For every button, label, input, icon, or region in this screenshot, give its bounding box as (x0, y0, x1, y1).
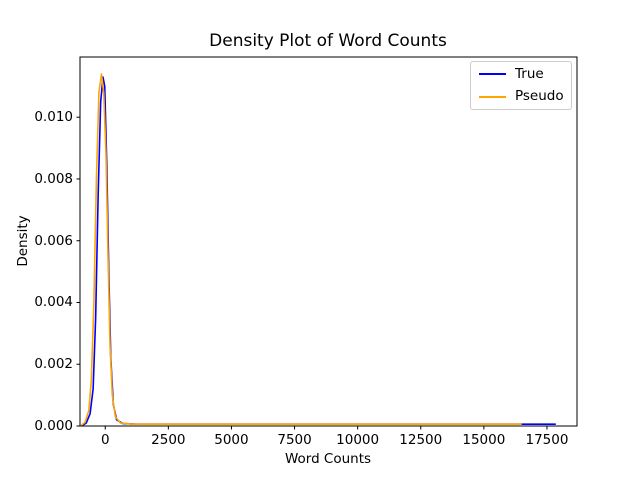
chart-title: Density Plot of Word Counts (209, 31, 447, 51)
x-tick-label: 15000 (462, 432, 506, 448)
x-tick-label: 12500 (399, 432, 443, 448)
pseudo-line-swatch (479, 95, 506, 98)
axes-frame (79, 56, 578, 427)
x-tick-label: 10000 (336, 432, 380, 448)
x-axis-label: Word Counts (284, 451, 372, 467)
legend-entry-pseudo: Pseudo (479, 87, 571, 107)
legend-label-pseudo: Pseudo (515, 87, 564, 104)
x-tick-label: 17500 (525, 432, 569, 448)
y-tick-label: 0.008 (34, 170, 73, 187)
x-tick-label: 2500 (151, 432, 186, 448)
legend-entry-true: True (479, 64, 571, 84)
x-tick-label: 7500 (277, 432, 312, 448)
y-tick-label: 0.006 (34, 232, 73, 249)
x-tick-label: 0 (100, 432, 110, 448)
y-tick-label: 0.004 (34, 294, 73, 311)
true-line-swatch (479, 73, 506, 76)
y-tick-label: 0.002 (34, 356, 73, 373)
y-tick-label: 0.010 (34, 109, 73, 126)
density-line-pseudo (80, 73, 522, 427)
legend: True Pseudo (470, 61, 572, 110)
legend-label-true: True (515, 65, 544, 82)
density-line-true (82, 76, 556, 427)
y-tick-label: 0.000 (34, 418, 73, 434)
x-tick-label: 5000 (214, 432, 249, 448)
